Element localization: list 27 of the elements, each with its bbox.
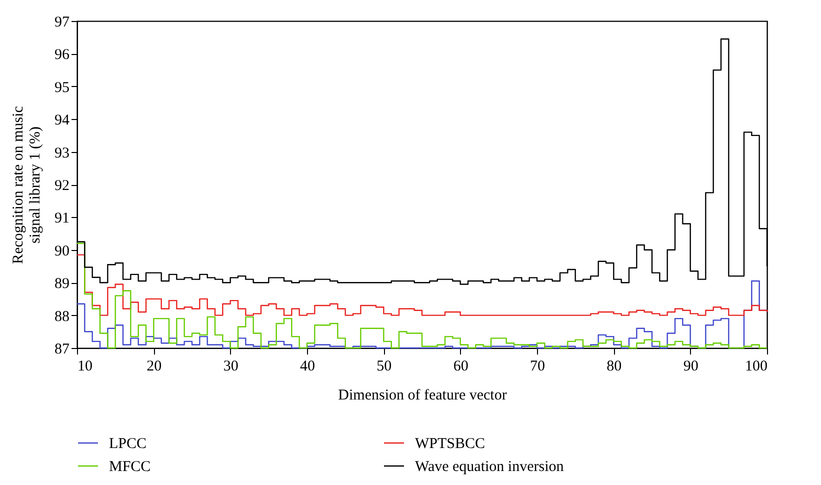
x-tick-label: 100 <box>745 358 768 374</box>
y-tick-label: 92 <box>54 178 70 194</box>
x-tick-label: 50 <box>376 358 392 374</box>
x-tick-label: 40 <box>300 358 315 374</box>
y-tick-label: 93 <box>54 145 70 162</box>
x-tick-label: 80 <box>606 358 622 374</box>
legend-label: WPTSBCC <box>415 436 486 452</box>
y-tick-label: 90 <box>54 243 70 260</box>
x-tick-label: 70 <box>530 358 545 374</box>
x-tick-label: 90 <box>683 358 698 374</box>
y-tick-label: 91 <box>54 210 70 227</box>
y-tick-label: 97 <box>54 14 70 30</box>
y-tick-label: 95 <box>54 80 70 96</box>
y-tick-label: 94 <box>54 112 70 129</box>
y-tick-label: 87 <box>54 342 70 358</box>
legend-label: LPCC <box>109 436 147 452</box>
y-tick-label: 88 <box>54 308 70 325</box>
x-tick-label: 10 <box>78 358 92 374</box>
y-axis-title: Recognition rate on music signal library 1 (%) <box>10 106 44 264</box>
legend-label: Wave equation inversion <box>415 459 564 475</box>
x-tick-label: 30 <box>223 358 238 374</box>
x-tick-label: 60 <box>453 358 468 374</box>
x-tick-label: 20 <box>146 358 162 374</box>
y-tick-label: 96 <box>54 47 70 64</box>
legend-label: MFCC <box>109 459 151 475</box>
x-axis-title: Dimension of feature vector <box>338 388 507 404</box>
y-tick-label: 89 <box>54 276 70 292</box>
